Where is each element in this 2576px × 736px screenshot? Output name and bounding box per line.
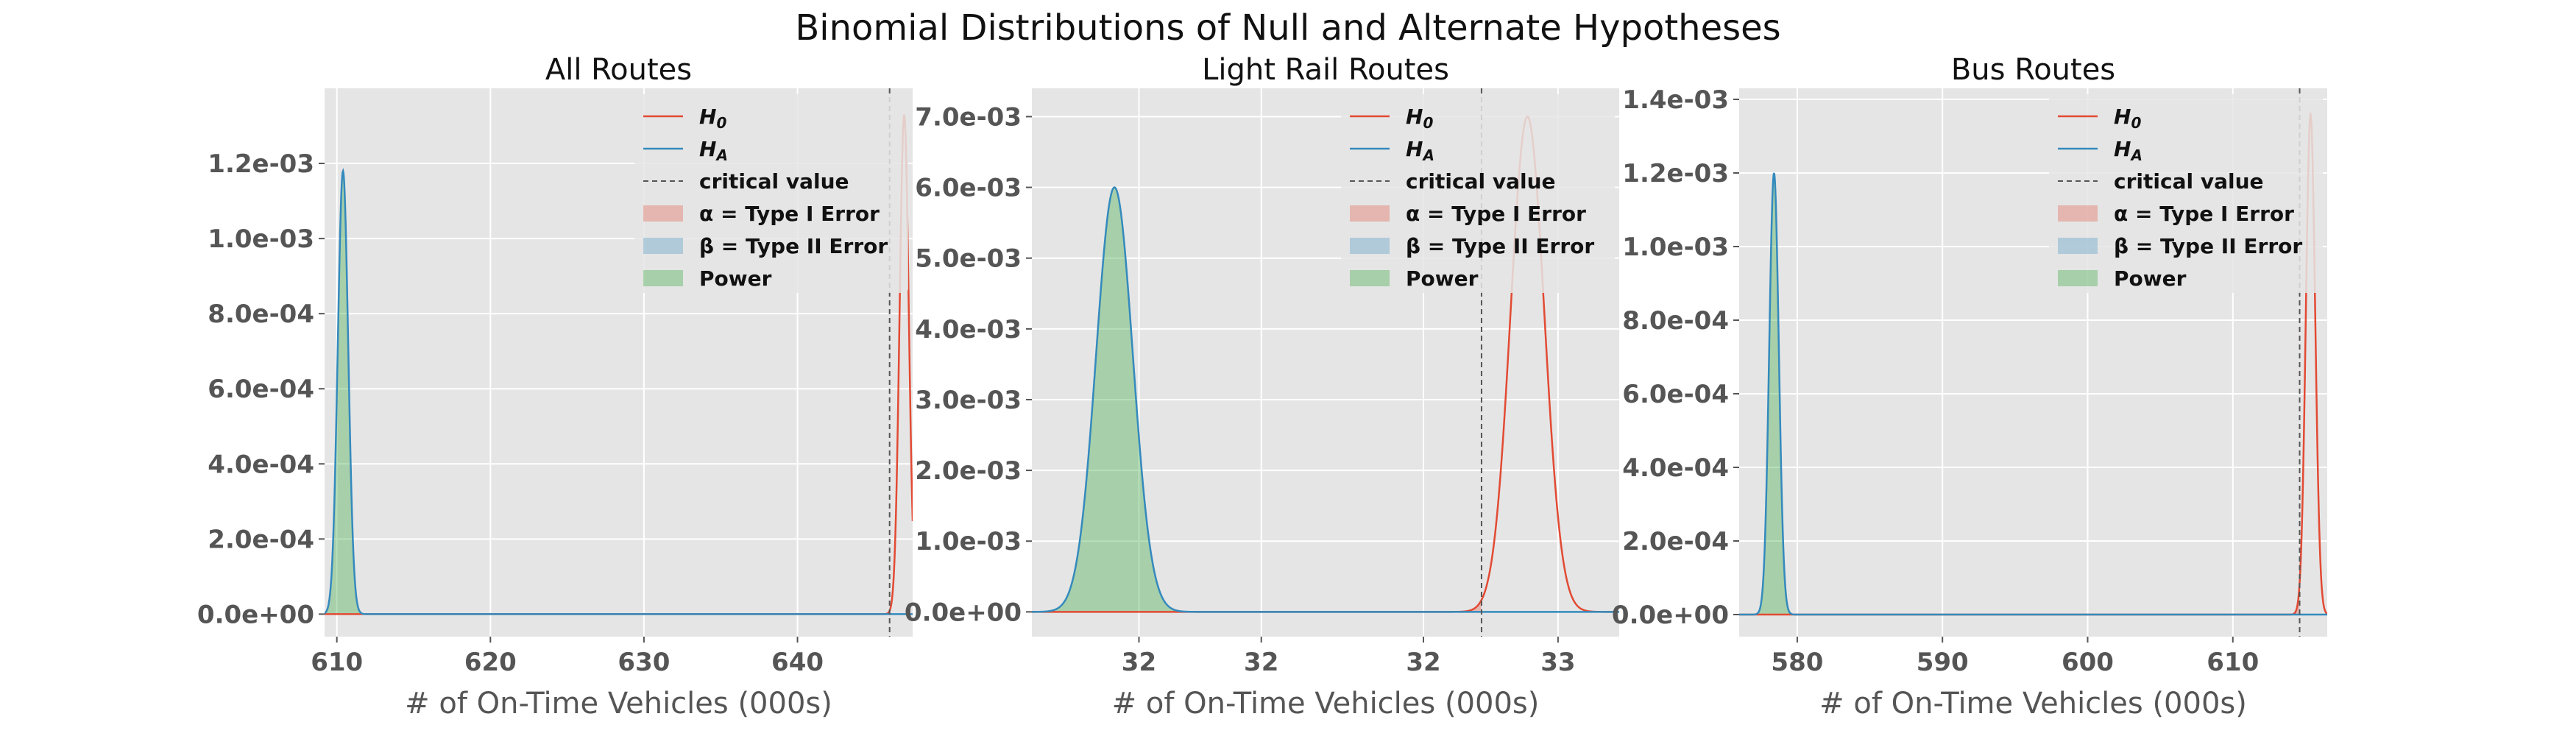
y-tick-label: 8.0e-04 [1622,306,1729,336]
legend-label-crit: critical value [2114,169,2264,194]
legend-label-alpha: α = Type I Error [699,202,880,226]
y-tick-label: 4.0e-04 [1622,453,1729,483]
legend-label-ha: HA [699,137,728,164]
legend-label-crit: critical value [1406,169,1556,194]
y-tick-label: 0.0e+00 [905,598,1022,627]
legend-handle-beta [1350,238,1390,254]
legend-box [1341,94,1615,293]
x-tick-label: 32 [1244,648,1278,677]
legend-label-h0: H0 [1406,105,1433,132]
panel-title: Light Rail Routes [1202,53,1449,87]
y-tick-label: 6.0e-03 [915,174,1022,203]
panel-3: 0.0e+00 2.0e-04 4.0e-04 6.0e-04 8.0e-04 1.0e-… [1612,53,2327,721]
ha-curve [1739,172,2327,616]
x-tick-label: 33 [1540,648,1575,677]
x-tick-label: 580 [1771,648,1823,677]
legend-box [634,94,908,293]
x-axis-label: # of On-Time Vehicles (000s) [405,687,832,721]
ha-curve [1032,186,1619,613]
y-tick-label: 6.0e-04 [1622,380,1729,409]
x-tick-label: 620 [464,648,517,677]
legend-label-h0: H0 [699,105,726,132]
panel-1: 0.0e+00 2.0e-04 4.0e-04 6.0e-04 8.0e-04 1.0e-… [197,53,913,721]
legend-box [2049,94,2323,293]
legend: H0 HA critical value α = Type I Error β = Ty… [1341,94,1615,293]
legend-label-beta: β = Type II Error [2114,234,2302,258]
legend-handle-power [2058,270,2098,286]
y-tick-label: 6.0e-04 [208,375,314,404]
y-tick-label: 1.0e-03 [1622,233,1729,262]
y-tick-label: 2.0e-03 [915,456,1022,486]
legend-handle-alpha [2058,205,2098,222]
y-tick-label: 7.0e-03 [915,102,1022,132]
panels: 0.0e+00 2.0e-04 4.0e-04 6.0e-04 8.0e-04 1.0e-… [197,53,2327,721]
panel-title: Bus Routes [1951,53,2115,87]
y-tick-label: 1.2e-03 [208,149,314,179]
y-tick-label: 0.0e+00 [1612,601,1729,630]
legend-label-power: Power [699,266,772,291]
y-tick-label: 2.0e-04 [1622,527,1729,556]
legend-handle-power [643,270,683,286]
x-tick-label: 630 [618,648,670,677]
x-tick-label: 610 [2207,648,2259,677]
legend-label-h0: H0 [2114,105,2141,132]
legend-label-crit: critical value [699,169,849,194]
legend-label-beta: β = Type II Error [699,234,888,258]
legend-handle-power [1350,270,1390,286]
x-tick-label: 600 [2062,648,2114,677]
legend-label-ha: HA [1406,137,1434,164]
x-axis-label: # of On-Time Vehicles (000s) [1112,687,1540,721]
panel-title: All Routes [545,53,692,87]
y-tick-label: 1.4e-03 [1622,85,1729,115]
y-tick-label: 0.0e+00 [197,600,314,629]
x-tick-label: 610 [311,648,363,677]
ha-curve [325,168,913,615]
y-tick-label: 1.0e-03 [915,527,1022,556]
figure-title: Binomial Distributions of Null and Alter… [795,7,1780,49]
panel-2: 0.0e+00 1.0e-03 2.0e-03 3.0e-03 4.0e-03 5.0e-… [905,53,1619,721]
y-tick-label: 1.0e-03 [208,224,314,254]
legend-label-alpha: α = Type I Error [2114,202,2294,226]
y-tick-label: 2.0e-04 [208,525,314,554]
y-tick-label: 4.0e-04 [208,450,314,479]
legend-handle-beta [643,238,683,254]
y-tick-label: 4.0e-03 [915,315,1022,344]
y-tick-label: 5.0e-03 [915,244,1022,274]
legend-label-ha: HA [2114,137,2142,164]
legend-handle-alpha [1350,205,1390,222]
legend-label-power: Power [1406,266,1479,291]
x-tick-label: 640 [771,648,824,677]
legend-handle-beta [2058,238,2098,254]
legend-label-beta: β = Type II Error [1406,234,1594,258]
x-tick-label: 32 [1406,648,1440,677]
y-tick-label: 8.0e-04 [208,300,314,329]
legend: H0 HA critical value α = Type I Error β = Ty… [634,94,908,293]
y-tick-label: 3.0e-03 [915,386,1022,415]
legend-label-alpha: α = Type I Error [1406,202,1586,226]
legend: H0 HA critical value α = Type I Error β = Ty… [2049,94,2323,293]
legend-label-power: Power [2114,266,2187,291]
y-tick-label: 1.2e-03 [1622,159,1729,188]
x-axis-label: # of On-Time Vehicles (000s) [1819,687,2247,721]
x-tick-label: 590 [1917,648,1969,677]
legend-handle-alpha [643,205,683,222]
x-tick-label: 32 [1122,648,1156,677]
